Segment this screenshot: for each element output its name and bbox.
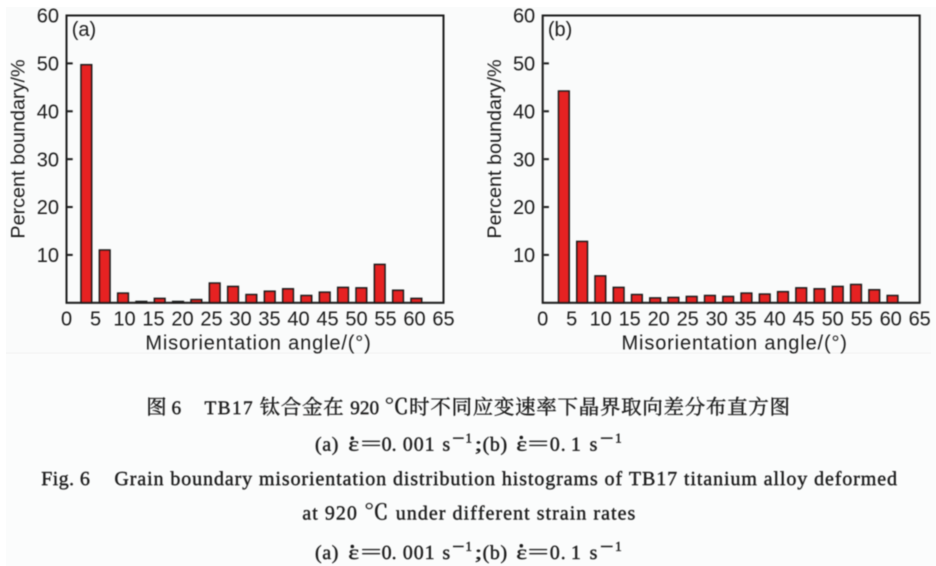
svg-text:50: 50 (37, 54, 59, 76)
svg-text:50: 50 (513, 54, 535, 76)
svg-text:40: 40 (287, 309, 309, 331)
svg-text:60: 60 (403, 309, 425, 331)
svg-text:15: 15 (142, 309, 164, 331)
svg-text:50: 50 (822, 309, 844, 331)
svg-text:65: 65 (909, 309, 931, 331)
svg-text:20: 20 (37, 197, 59, 219)
svg-text:45: 45 (793, 309, 815, 331)
svg-text:10: 10 (590, 309, 612, 331)
svg-text:0: 0 (537, 309, 548, 331)
svg-text:20: 20 (648, 309, 670, 331)
svg-text:40: 40 (764, 309, 786, 331)
svg-text:10: 10 (513, 245, 535, 267)
svg-text:55: 55 (851, 309, 873, 331)
svg-text:5: 5 (90, 309, 101, 331)
svg-text:25: 25 (677, 309, 699, 331)
svg-text:30: 30 (513, 149, 535, 171)
svg-text:60: 60 (880, 309, 902, 331)
svg-text:(a): (a) (72, 19, 96, 41)
svg-text:30: 30 (229, 309, 251, 331)
svg-text:Misorientation angle/(°): Misorientation angle/(°) (145, 332, 371, 354)
svg-text:60: 60 (513, 6, 535, 28)
svg-text:15: 15 (619, 309, 641, 331)
svg-text:65: 65 (432, 309, 454, 331)
svg-text:30: 30 (37, 149, 59, 171)
svg-text:45: 45 (316, 309, 338, 331)
svg-text:40: 40 (513, 101, 535, 123)
svg-text:0: 0 (61, 309, 72, 331)
svg-text:25: 25 (200, 309, 222, 331)
svg-text:60: 60 (37, 6, 59, 28)
svg-text:10: 10 (113, 309, 135, 331)
svg-text:40: 40 (37, 101, 59, 123)
svg-text:20: 20 (513, 197, 535, 219)
svg-text:35: 35 (735, 309, 757, 331)
svg-text:(b): (b) (548, 19, 572, 41)
svg-text:10: 10 (37, 245, 59, 267)
svg-text:5: 5 (566, 309, 577, 331)
svg-text:30: 30 (706, 309, 728, 331)
svg-text:55: 55 (374, 309, 396, 331)
svg-text:20: 20 (171, 309, 193, 331)
svg-text:35: 35 (258, 309, 280, 331)
svg-text:Misorientation angle/(°): Misorientation angle/(°) (622, 332, 848, 354)
svg-text:Percent boundary/%: Percent boundary/% (484, 59, 506, 238)
svg-text:Percent boundary/%: Percent boundary/% (8, 59, 30, 238)
svg-text:50: 50 (345, 309, 367, 331)
